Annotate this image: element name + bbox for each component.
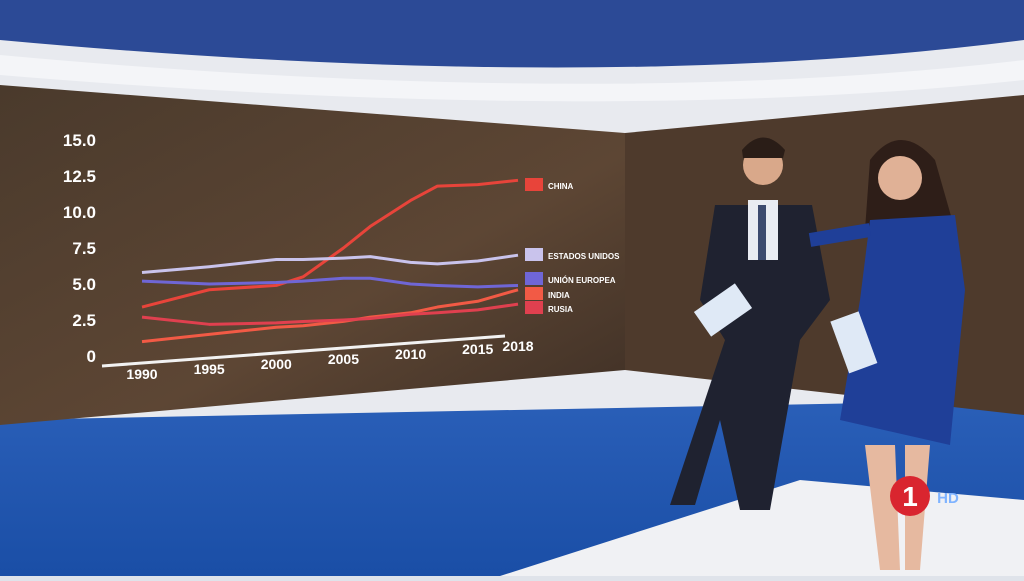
series-line [141,276,519,289]
channel-logo: 1 HD [890,476,959,516]
y-tick-label: 5.0 [72,275,96,294]
legend-label: INDIA [548,291,570,300]
legend-label: CHINA [548,182,574,191]
y-tick-label: 0 [87,347,96,366]
series-line [141,253,519,274]
ceiling-band [0,0,1024,68]
logo-text: HD [937,490,959,507]
legend-label: RUSIA [548,305,573,314]
series-line [141,178,519,309]
legend-flag [525,272,543,285]
presenter-male [670,137,830,510]
series-line [141,302,519,326]
x-tick-label: 2000 [261,356,292,372]
x-tick-label: 2005 [328,351,359,367]
x-tick-label: 2015 [462,341,493,357]
legend-flag [525,287,543,300]
legend-flag [525,178,543,191]
legend-flag [525,301,543,314]
video-wall-right [625,95,1024,415]
y-tick-label: 7.5 [72,239,96,258]
legend-label: UNIÓN EUROPEA [548,276,616,285]
logo-number: 1 [902,481,918,512]
y-tick-label: 12.5 [63,167,96,186]
chart: 0 2.5 5.0 7.5 10.0 12.5 15.0 1990 1995 2000 2005 20… [63,131,620,382]
x-tick-label: 2010 [395,346,426,362]
y-tick-label: 15.0 [63,131,96,150]
ceiling-light [0,55,1024,102]
x-tick-label: 2018 [502,338,533,354]
x-axis [101,334,506,368]
legend-label: ESTADOS UNIDOS [548,252,620,261]
legend-flag [525,248,543,261]
x-tick-label: 1995 [194,361,225,377]
y-tick-label: 2.5 [72,311,96,330]
x-tick-label: 1990 [126,366,157,382]
y-tick-label: 10.0 [63,203,96,222]
